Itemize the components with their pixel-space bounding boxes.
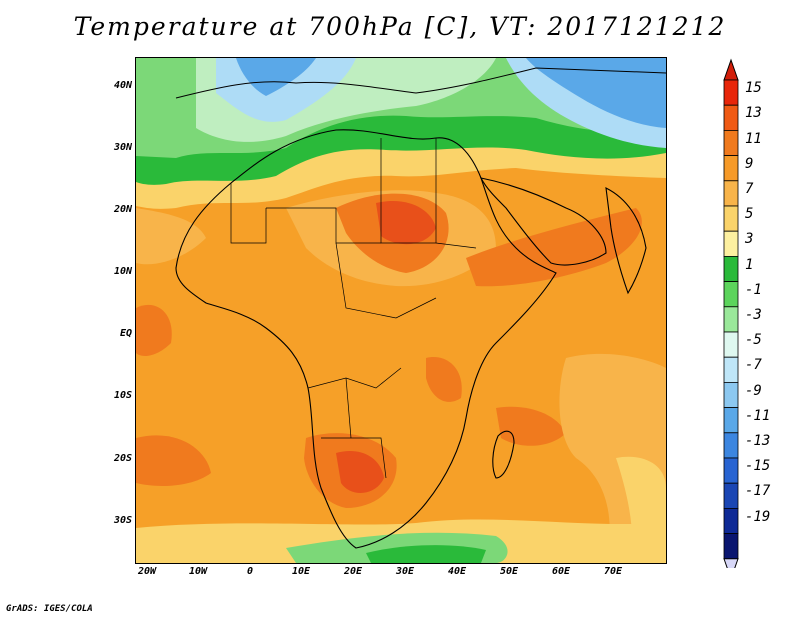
temperature-field-map [136, 58, 666, 563]
field-veryhot-sudan [376, 200, 436, 245]
colorbar-swatch [723, 130, 739, 157]
colorbar-swatch [723, 407, 739, 434]
country-border [345, 377, 352, 439]
lon-label: 20E [343, 566, 363, 577]
colorbar-swatch [723, 281, 739, 308]
lat-label: EQ [119, 328, 132, 339]
lon-label: 70E [603, 566, 623, 577]
grads-credit: GrADS: IGES/COLA [6, 604, 93, 614]
country-border [266, 207, 381, 244]
colorbar-swatch [723, 507, 739, 534]
madagascar-coastline [492, 430, 515, 479]
colorbar-label: -11 [745, 407, 771, 424]
lon-label: 10E [291, 566, 311, 577]
lat-label: 30S [113, 515, 132, 526]
country-border [321, 437, 387, 479]
country-border [380, 138, 437, 244]
colorbar-bottom-arrow [723, 558, 739, 568]
field-blue-east [526, 58, 666, 128]
colorbar-swatch [723, 79, 739, 106]
field-veryhot-kalahari [336, 450, 384, 494]
arabia-coastline [480, 177, 607, 266]
europe-coastline [175, 67, 666, 99]
lat-label: 10S [113, 390, 132, 401]
lon-label: 20W [137, 566, 157, 577]
colorbar-label: 9 [745, 155, 754, 172]
colorbar-swatch [723, 255, 739, 282]
colorbar-swatch [723, 381, 739, 408]
colorbar-swatch [723, 356, 739, 383]
colorbar-swatch [723, 230, 739, 257]
colorbar-label: -5 [745, 332, 762, 349]
lon-label: 60E [551, 566, 571, 577]
lat-label: 10N [113, 266, 132, 277]
field-warm-west [136, 208, 206, 265]
field-hot-eastafrica [426, 357, 462, 402]
lat-label: 20N [113, 204, 132, 215]
lat-label: 30N [113, 142, 132, 153]
field-hot-atlantic [136, 304, 172, 356]
country-border [230, 183, 267, 244]
field-green-south-dark [366, 545, 486, 563]
colorbar-label: 11 [745, 130, 762, 147]
lon-label: 10W [188, 566, 208, 577]
colorbar-label: 7 [745, 181, 754, 197]
lat-label: 20S [113, 453, 132, 464]
colorbar-label: -7 [745, 357, 762, 374]
colorbar-swatch [723, 457, 739, 484]
colorbar-label: 1 [745, 256, 754, 273]
colorbar-swatch [723, 205, 739, 232]
colorbar-swatch [723, 432, 739, 459]
lon-label: 0 [246, 566, 254, 577]
colorbar-top-arrow [723, 58, 739, 81]
colorbar-swatch [723, 482, 739, 509]
colorbar-swatch [723, 331, 739, 358]
colorbar-label: -17 [745, 483, 771, 500]
country-border [307, 367, 402, 389]
colorbar-label: 13 [745, 105, 762, 122]
field-hot-southatlantic [136, 435, 211, 486]
colorbar-swatch [723, 180, 739, 207]
colorbar-swatches [723, 58, 739, 568]
field-blue-west [236, 58, 316, 96]
colorbar-swatch [723, 306, 739, 333]
lat-label: 40N [113, 80, 132, 91]
colorbar-label: -1 [745, 281, 762, 298]
colorbar-label: -19 [745, 508, 771, 525]
colorbar-label: 15 [745, 80, 762, 97]
lon-label: 30E [395, 566, 415, 577]
colorbar-label: -3 [745, 307, 762, 323]
lon-label: 50E [499, 566, 519, 577]
country-border [335, 242, 437, 319]
country-border [435, 242, 477, 249]
map-frame [135, 57, 667, 564]
colorbar-swatch [723, 104, 739, 131]
colorbar-swatch [723, 155, 739, 182]
field-hot-arabian [466, 208, 642, 287]
colorbar-label: -9 [745, 382, 762, 399]
india-coastline [605, 187, 647, 295]
chart-title: Temperature at 700hPa [C], VT: 201712121… [73, 12, 727, 41]
colorbar-label: 5 [745, 206, 754, 223]
colorbar-label: 3 [745, 231, 754, 248]
lon-label: 40E [447, 566, 467, 577]
colorbar-label: -15 [745, 458, 771, 475]
colorbar-swatch [723, 533, 739, 560]
colorbar-label: -13 [745, 433, 771, 449]
africa-coastline [175, 129, 557, 549]
